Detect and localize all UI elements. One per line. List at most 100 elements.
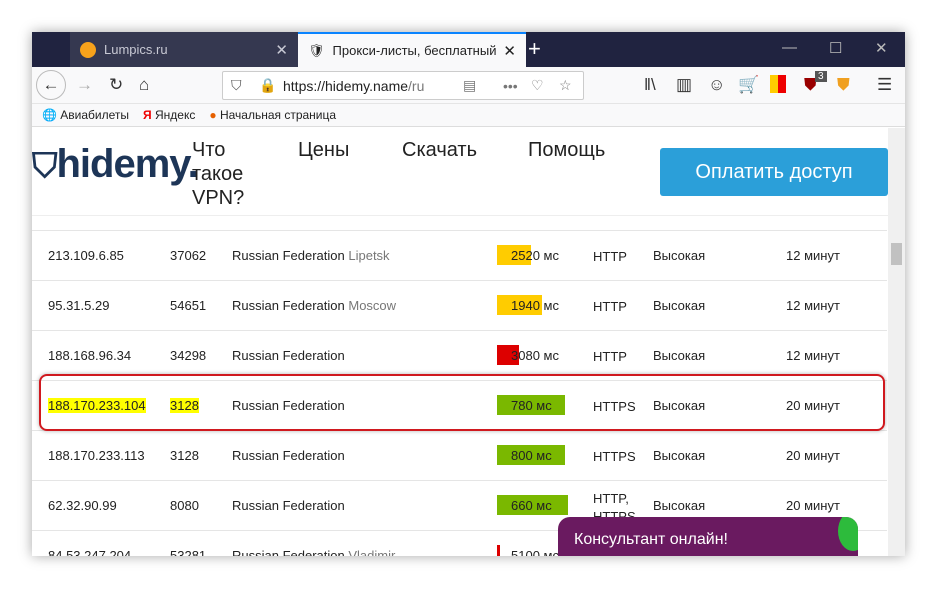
table-row: 188.168.96.34 34298 Russian Federation 3… [32,330,887,380]
port-cell: 54651 [170,298,207,313]
port-cell: 8080 [170,498,199,513]
nav-download[interactable]: Скачать [402,139,477,161]
speed-cell: 2520 мс [511,248,559,263]
forward-icon[interactable]: → [76,75,93,94]
speed-bar [497,445,565,465]
tab-title: Прокси-листы, бесплатный с [332,43,498,58]
bookmark-star-icon[interactable]: ☆ [559,77,572,93]
ip-cell: 188.168.96.34 [48,348,132,363]
speed-bar [497,495,568,515]
bookmarks-bar: 🌐 Авиабилеты Я Яндекс ● Начальная страни… [32,104,905,127]
port-cell: 53281 [170,548,207,556]
speed-bar [497,545,500,556]
close-tab-icon[interactable]: ✕ [503,42,516,60]
last-check-cell: 12 минут [786,298,840,313]
home-icon[interactable]: ⌂ [139,75,150,94]
hidemy-logo[interactable]: ⛉hidemy. [32,142,199,186]
pocket-icon[interactable]: ♡ [531,77,544,93]
anonymity-cell: Высокая [653,398,706,413]
table-row: 62.32.90.99 8080 Russian Federation 660 … [32,480,887,530]
ip-cell: 84.53.247.204 [48,548,132,556]
close-tab-icon[interactable]: ✕ [275,41,288,59]
last-check-cell: 20 минут [786,398,840,413]
type-cell: HTTP [593,249,627,264]
ip-extension-icon[interactable]: ⛊ [837,75,850,94]
url-bar[interactable]: ⛉ 🔒 https://hidemy.name/ru ▤ ••• ♡ ☆ [222,71,584,100]
nav-prices[interactable]: Цены [298,139,350,161]
extension-badge: 3 [815,71,827,82]
chat-widget[interactable]: Консультант онлайн! [558,517,858,556]
orange-favicon-icon [80,41,96,58]
new-tab-icon[interactable]: + [528,36,541,61]
last-check-cell: 20 минут [786,448,840,463]
anonymity-cell: Высокая [653,248,706,263]
nav-toolbar: ← → ↻ ⌂ ⛉ 🔒 https://hidemy.name/ru ▤ •••… [32,67,905,104]
proxy-table: 213.109.6.85 37062 Russian Federation Li… [32,230,887,556]
country-cell: Russian Federation [232,348,345,363]
anonymity-cell: Высокая [653,298,706,313]
last-check-cell: 12 минут [786,248,840,263]
cart-icon[interactable]: 🛒 [738,75,760,94]
back-icon[interactable]: ← [36,70,66,100]
menu-icon[interactable]: ☰ [877,75,893,94]
scrollbar[interactable] [888,128,905,556]
pay-access-button[interactable]: Оплатить доступ [660,148,888,196]
bookmark-aviabilety[interactable]: 🌐 Авиабилеты [42,108,130,122]
nav-what-is-vpn[interactable]: Что такое VPN? [192,139,245,209]
tab-lumpics[interactable]: Lumpics.ru ✕ [70,32,298,67]
bookmark-flag-icon[interactable] [770,75,786,93]
port-cell: 3128 [170,398,199,413]
site-header: ⛉hidemy. Что такое VPN? Цены Скачать Пом… [32,128,905,216]
tab-bar: Lumpics.ru ✕ 🛡 Прокси-листы, бесплатный с ✕… [32,32,905,67]
tab-hidemy[interactable]: 🛡 Прокси-листы, бесплатный с ✕ [298,32,526,67]
country-cell: Russian Federation Lipetsk [232,248,390,263]
bookmark-yandex[interactable]: Я Яндекс [143,108,196,122]
reader-view-icon[interactable]: ▤ [463,77,477,93]
library-icon[interactable]: ‖\ [644,75,656,94]
scrollbar-thumb[interactable] [891,243,902,265]
shield-icon: ⛉ [231,77,242,93]
url-path: /ru [408,77,425,94]
nav-help[interactable]: Помощь [528,139,606,161]
sidebar-icon[interactable]: ▥ [676,75,693,94]
country-cell: Russian Federation [232,448,345,463]
reload-icon[interactable]: ↻ [109,75,124,94]
web-page: ⛉hidemy. Что такое VPN? Цены Скачать Пом… [32,128,905,556]
country-cell: Russian Federation [232,398,345,413]
anonymity-cell: Высокая [653,348,706,363]
type-cell: HTTPS [593,399,636,414]
speed-bar [497,345,519,365]
speed-cell: 780 мс [511,398,552,413]
speed-bar [497,295,542,315]
bookmark-label: Начальная страница [219,108,337,122]
maximize-icon[interactable]: ☐ [829,40,843,57]
chat-label: Консультант онлайн! [574,531,728,548]
table-row: 188.170.233.104 3128 Russian Federation … [32,380,887,430]
country-cell: Russian Federation Moscow [232,298,397,313]
bookmark-label: Авиабилеты [60,108,130,122]
table-row: 84.53.247.204 53281 Russian Federation V… [32,530,887,556]
account-icon[interactable]: ☺ [708,75,726,94]
last-check-cell: 12 минут [786,348,840,363]
hidemy-favicon-icon: 🛡 [308,42,325,58]
anonymity-cell: Высокая [653,498,706,513]
type-cell: HTTP [593,349,627,364]
bookmark-start-page[interactable]: ● Начальная страница [209,108,337,122]
table-row: 188.170.233.113 3128 Russian Federation … [32,430,887,480]
speed-cell: 660 мс [511,498,552,513]
more-icon[interactable]: ••• [503,77,518,94]
table-row: 213.109.6.85 37062 Russian Federation Li… [32,230,887,280]
browser-window: Lumpics.ru ✕ 🛡 Прокси-листы, бесплатный с ✕… [32,32,905,556]
ip-cell: 213.109.6.85 [48,248,124,263]
close-window-icon[interactable]: ✕ [875,40,888,57]
selection-highlight-box [39,374,885,431]
speed-cell: 5100 мс [511,548,559,556]
country-cell: Russian Federation Vladimir [232,548,396,556]
minimize-icon[interactable]: — [782,39,797,56]
ublock-icon[interactable]: ⛊ [804,75,817,94]
speed-cell: 800 мс [511,448,552,463]
country-cell: Russian Federation [232,498,345,513]
port-cell: 3128 [170,448,199,463]
port-cell: 34298 [170,348,207,363]
last-check-cell: 20 минут [786,498,840,513]
